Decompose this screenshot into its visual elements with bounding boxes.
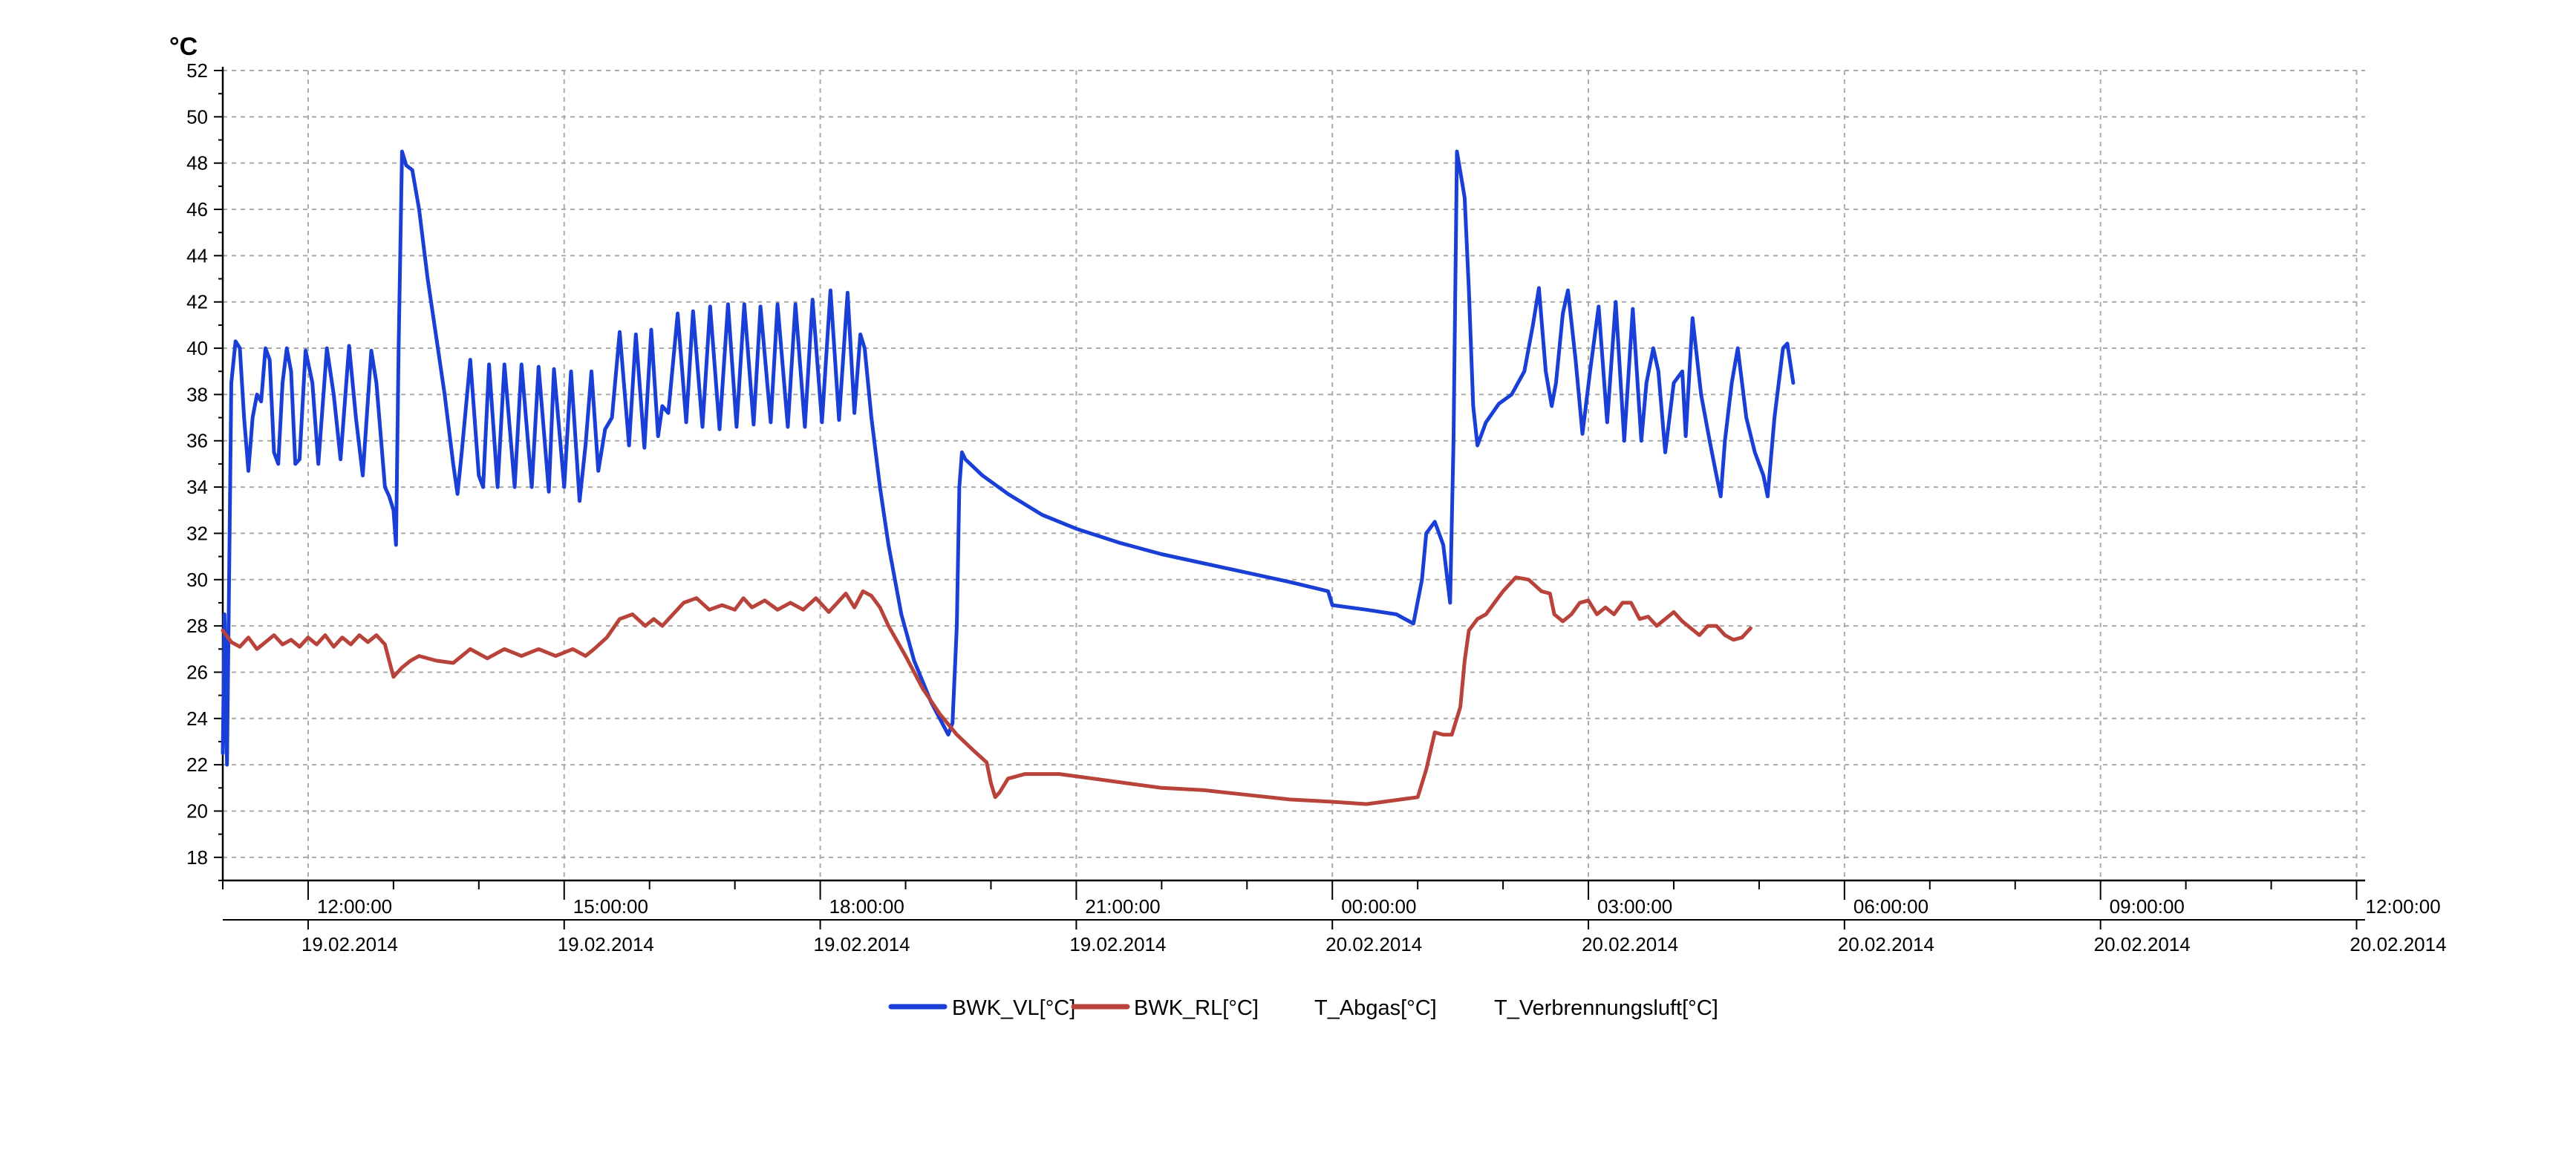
- x-tick-date-label: 19.02.2014: [814, 933, 910, 955]
- y-tick-label: 30: [186, 569, 208, 591]
- series-line-1: [221, 575, 1752, 806]
- y-tick-label: 34: [186, 476, 208, 498]
- x-tick-time-label: 09:00:00: [2110, 895, 2185, 918]
- legend-label-3: T_Verbrennungsluft[°C]: [1494, 996, 1718, 1020]
- x-tick-date-label: 19.02.2014: [301, 933, 398, 955]
- y-tick-label: 18: [186, 846, 208, 869]
- x-tick-date-label: 20.02.2014: [1326, 933, 1422, 955]
- legend: BWK_VL[°C] BWK_RL[°C] T_Abgas[°C] T_Verbren…: [888, 996, 1718, 1020]
- x-tick-time-label: 06:00:00: [1853, 895, 1928, 918]
- y-tick-label: 22: [186, 754, 208, 776]
- x-tick-time-label: 15:00:00: [573, 895, 648, 918]
- x-tick-date-label: 19.02.2014: [558, 933, 654, 955]
- legend-label-1: BWK_RL[°C]: [1134, 996, 1259, 1020]
- y-tick-label: 44: [186, 244, 208, 267]
- y-tick-label: 40: [186, 337, 208, 359]
- x-tick-time-label: 12:00:00: [317, 895, 392, 918]
- x-tick-date-label: 19.02.2014: [1069, 933, 1166, 955]
- y-tick-label: 48: [186, 152, 208, 174]
- grid-lines: [223, 70, 2365, 880]
- y-tick-label: 28: [186, 615, 208, 637]
- y-tick-label: 50: [186, 105, 208, 128]
- y-tick-label: 20: [186, 800, 208, 822]
- axes: 18 20 22 24 26 28 30 32 34 36 38 40 42 44 46 48 50 52 12:0…: [186, 59, 2446, 955]
- series-lines: [221, 149, 1796, 806]
- y-tick-label: 26: [186, 661, 208, 683]
- x-tick-date-label: 20.02.2014: [2094, 933, 2191, 955]
- x-tick-time-label: 03:00:00: [1597, 895, 1672, 918]
- y-tick-label: 36: [186, 430, 208, 452]
- y-tick-label: 38: [186, 383, 208, 405]
- legend-label-2: T_Abgas[°C]: [1314, 996, 1437, 1020]
- y-tick-label: 46: [186, 198, 208, 220]
- y-axis-unit-label: °C: [169, 33, 198, 61]
- x-tick-time-label: 12:00:00: [2366, 895, 2441, 918]
- x-tick-date-label: 20.02.2014: [2350, 933, 2446, 955]
- series-line-0: [221, 149, 1796, 767]
- x-tick-date-label: 20.02.2014: [1838, 933, 1934, 955]
- x-tick-time-label: 00:00:00: [1341, 895, 1416, 918]
- legend-label-0: BWK_VL[°C]: [952, 996, 1075, 1020]
- y-tick-label: 52: [186, 59, 208, 82]
- x-tick-time-label: 18:00:00: [829, 895, 904, 918]
- x-tick-date-label: 20.02.2014: [1582, 933, 1678, 955]
- y-tick-label: 24: [186, 707, 208, 730]
- y-tick-label: 32: [186, 522, 208, 544]
- x-tick-time-label: 21:00:00: [1085, 895, 1160, 918]
- y-tick-label: 42: [186, 291, 208, 313]
